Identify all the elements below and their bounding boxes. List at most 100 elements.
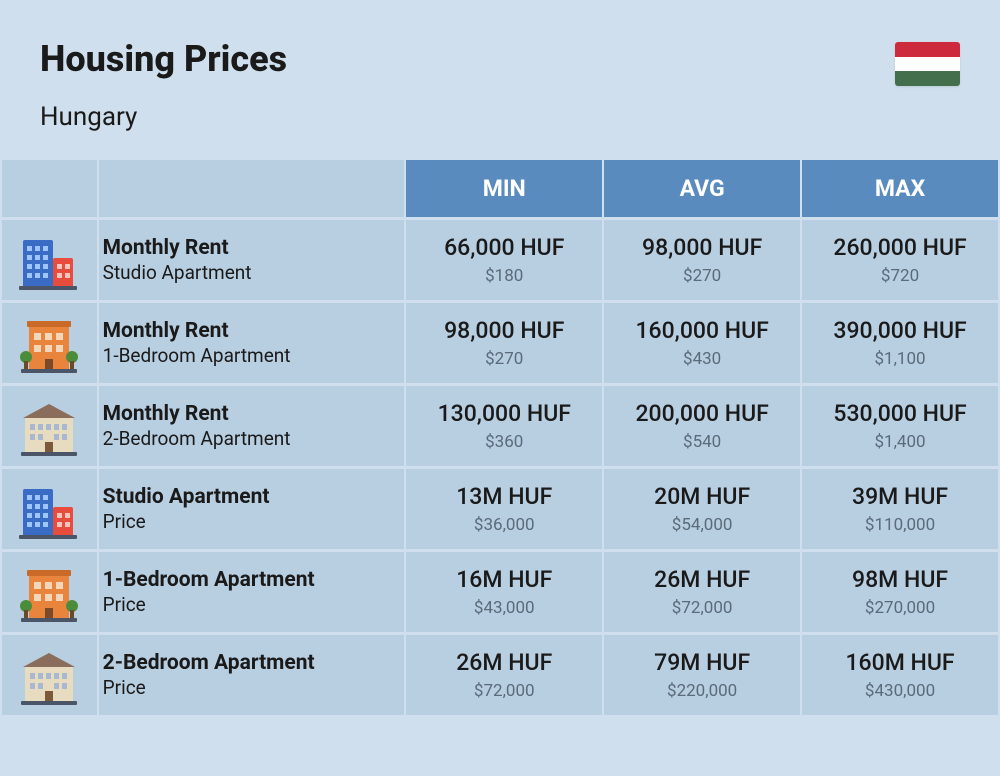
table-row: Monthly RentStudio Apartment66,000 HUF$1… [2, 220, 998, 300]
price-usd: $72,000 [416, 680, 592, 702]
price-main: 39M HUF [812, 482, 988, 512]
page-title: Housing Prices [40, 38, 960, 80]
price-usd: $540 [614, 431, 790, 453]
price-usd: $430,000 [812, 680, 988, 702]
price-usd: $180 [416, 265, 592, 287]
price-cell-min: 13M HUF$36,000 [406, 469, 602, 549]
price-cell-avg: 20M HUF$54,000 [604, 469, 800, 549]
row-icon-cell [2, 386, 97, 466]
price-main: 16M HUF [416, 565, 592, 595]
row-subtitle: Price [103, 676, 395, 700]
price-usd: $110,000 [812, 514, 988, 536]
row-label-cell: Studio ApartmentPrice [99, 469, 405, 549]
pricing-table: MIN AVG MAX Monthly RentStudio Apartment… [0, 157, 1000, 718]
price-cell-min: 26M HUF$72,000 [406, 635, 602, 715]
row-label-cell: Monthly Rent2-Bedroom Apartment [99, 386, 405, 466]
table-header-row: MIN AVG MAX [2, 160, 998, 217]
price-cell-avg: 26M HUF$72,000 [604, 552, 800, 632]
row-title: 1-Bedroom Apartment [103, 567, 395, 593]
price-main: 98,000 HUF [416, 316, 592, 346]
row-icon-cell [2, 469, 97, 549]
price-usd: $1,100 [812, 348, 988, 370]
row-label-cell: 1-Bedroom ApartmentPrice [99, 552, 405, 632]
price-cell-max: 260,000 HUF$720 [802, 220, 998, 300]
row-title: 2-Bedroom Apartment [103, 650, 395, 676]
row-subtitle: 1-Bedroom Apartment [103, 344, 395, 368]
row-icon-cell [2, 220, 97, 300]
row-subtitle: Price [103, 593, 395, 617]
price-cell-avg: 79M HUF$220,000 [604, 635, 800, 715]
col-min: MIN [406, 160, 602, 217]
price-main: 160M HUF [812, 648, 988, 678]
price-usd: $270 [614, 265, 790, 287]
row-subtitle: Studio Apartment [103, 261, 395, 285]
price-cell-avg: 98,000 HUF$270 [604, 220, 800, 300]
row-title: Monthly Rent [103, 318, 395, 344]
building-icon [17, 643, 81, 707]
table-row: 2-Bedroom ApartmentPrice26M HUF$72,00079… [2, 635, 998, 715]
row-icon-cell [2, 552, 97, 632]
header-spacer [2, 160, 97, 217]
row-label-cell: Monthly RentStudio Apartment [99, 220, 405, 300]
price-usd: $720 [812, 265, 988, 287]
price-main: 26M HUF [614, 565, 790, 595]
price-cell-max: 98M HUF$270,000 [802, 552, 998, 632]
building-icon [17, 311, 81, 375]
price-main: 13M HUF [416, 482, 592, 512]
row-label-cell: 2-Bedroom ApartmentPrice [99, 635, 405, 715]
price-usd: $43,000 [416, 597, 592, 619]
price-cell-avg: 200,000 HUF$540 [604, 386, 800, 466]
row-subtitle: Price [103, 510, 395, 534]
country-name: Hungary [40, 102, 960, 132]
price-usd: $72,000 [614, 597, 790, 619]
table-row: Monthly Rent1-Bedroom Apartment98,000 HU… [2, 303, 998, 383]
price-cell-max: 39M HUF$110,000 [802, 469, 998, 549]
price-main: 98,000 HUF [614, 233, 790, 263]
price-usd: $36,000 [416, 514, 592, 536]
price-main: 160,000 HUF [614, 316, 790, 346]
price-usd: $54,000 [614, 514, 790, 536]
price-cell-min: 130,000 HUF$360 [406, 386, 602, 466]
building-icon [17, 394, 81, 458]
price-main: 200,000 HUF [614, 399, 790, 429]
price-main: 66,000 HUF [416, 233, 592, 263]
row-title: Monthly Rent [103, 235, 395, 261]
building-icon [17, 560, 81, 624]
col-avg: AVG [604, 160, 800, 217]
header: Housing Prices Hungary [0, 0, 1000, 157]
price-main: 79M HUF [614, 648, 790, 678]
header-spacer [99, 160, 405, 217]
price-usd: $270 [416, 348, 592, 370]
price-main: 390,000 HUF [812, 316, 988, 346]
price-usd: $1,400 [812, 431, 988, 453]
price-usd: $220,000 [614, 680, 790, 702]
price-usd: $360 [416, 431, 592, 453]
row-icon-cell [2, 303, 97, 383]
building-icon [17, 228, 81, 292]
price-cell-max: 390,000 HUF$1,100 [802, 303, 998, 383]
flag-icon [895, 42, 960, 86]
table-row: Monthly Rent2-Bedroom Apartment130,000 H… [2, 386, 998, 466]
table-row: Studio ApartmentPrice13M HUF$36,00020M H… [2, 469, 998, 549]
price-cell-min: 66,000 HUF$180 [406, 220, 602, 300]
price-main: 20M HUF [614, 482, 790, 512]
price-main: 130,000 HUF [416, 399, 592, 429]
price-cell-max: 160M HUF$430,000 [802, 635, 998, 715]
price-usd: $430 [614, 348, 790, 370]
building-icon [17, 477, 81, 541]
price-usd: $270,000 [812, 597, 988, 619]
col-max: MAX [802, 160, 998, 217]
row-subtitle: 2-Bedroom Apartment [103, 427, 395, 451]
row-title: Studio Apartment [103, 484, 395, 510]
row-title: Monthly Rent [103, 401, 395, 427]
price-cell-avg: 160,000 HUF$430 [604, 303, 800, 383]
price-main: 530,000 HUF [812, 399, 988, 429]
row-icon-cell [2, 635, 97, 715]
price-main: 260,000 HUF [812, 233, 988, 263]
price-cell-min: 98,000 HUF$270 [406, 303, 602, 383]
table-row: 1-Bedroom ApartmentPrice16M HUF$43,00026… [2, 552, 998, 632]
row-label-cell: Monthly Rent1-Bedroom Apartment [99, 303, 405, 383]
price-cell-min: 16M HUF$43,000 [406, 552, 602, 632]
price-main: 98M HUF [812, 565, 988, 595]
price-main: 26M HUF [416, 648, 592, 678]
